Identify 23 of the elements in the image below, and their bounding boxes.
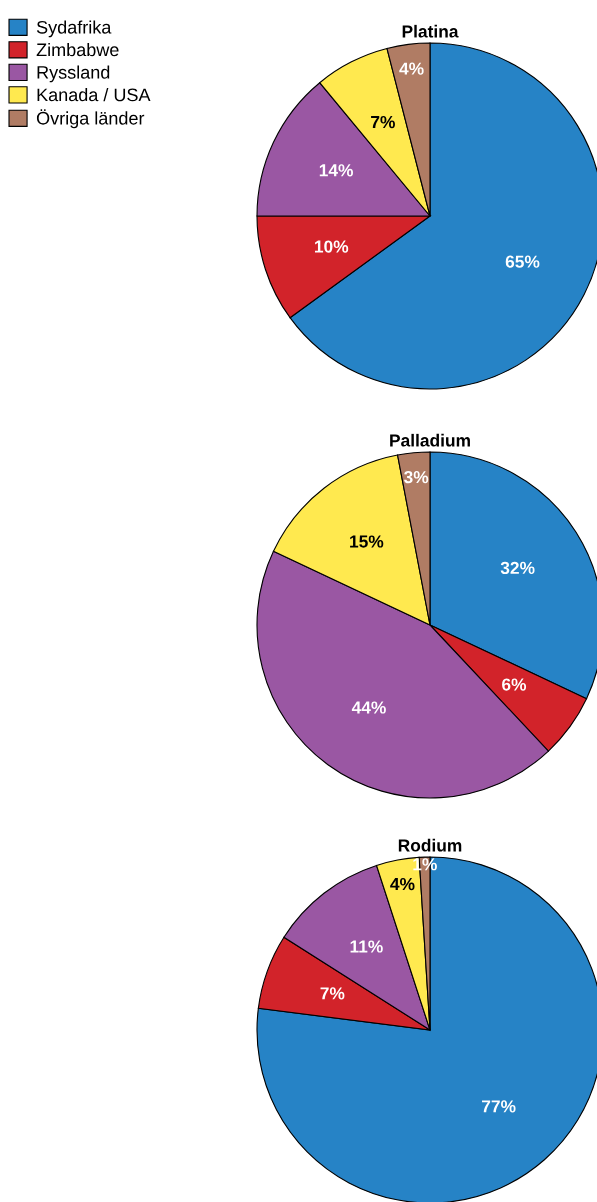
legend-label: Zimbabwe (36, 42, 119, 57)
data-label: 10% (315, 240, 349, 253)
legend-label: Kanada / USA (37, 87, 151, 102)
legend-label: Övriga länder (36, 109, 145, 129)
data-label: 3% (404, 470, 429, 484)
data-label: 77% (482, 1100, 516, 1113)
data-label: 1% (413, 858, 437, 871)
data-label: 7% (320, 987, 345, 1000)
data-label: 15% (350, 535, 384, 548)
data-label: 4% (399, 62, 424, 75)
data-label: 7% (371, 115, 395, 129)
data-label: 4% (390, 877, 415, 891)
chart-title: Rodium (398, 838, 462, 852)
legend-label: Sydafrika (36, 20, 112, 38)
chart-title: Palladium (390, 433, 470, 447)
data-label: 65% (505, 255, 540, 268)
legend-label: Ryssland (37, 65, 110, 83)
chart-title: Platina (402, 24, 459, 38)
data-label: 44% (351, 701, 386, 714)
data-label: 14% (319, 164, 353, 177)
data-label: 11% (350, 940, 383, 953)
data-label: 32% (500, 561, 535, 575)
data-label: 6% (502, 678, 527, 691)
